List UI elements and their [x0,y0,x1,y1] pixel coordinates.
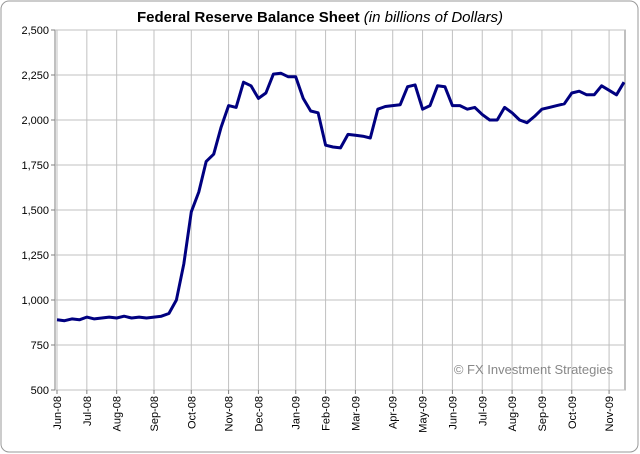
x-tick-label: Oct-08 [186,396,198,429]
y-tick-label: 2,000 [21,115,49,127]
x-tick-label: Oct-09 [567,396,579,429]
y-tick-label: 500 [31,385,49,397]
x-tick-label: May-09 [418,396,430,433]
y-tick-label: 1,000 [21,295,49,307]
y-tick-label: 1,500 [21,205,49,217]
x-tick-label: Aug-09 [507,396,519,431]
subtitle: (in billions of Dollars) [364,9,503,26]
x-tick-label: Dec-08 [253,396,265,431]
x-tick-label: Jan-09 [291,396,303,430]
x-tick-label: Jul-09 [477,396,489,426]
y-tick-label: 1,750 [21,160,49,172]
x-tick-label: Feb-09 [321,396,333,431]
x-tick-label: Nov-09 [604,396,616,431]
x-tick-label: Sep-08 [149,396,161,431]
x-tick-label: Jun-09 [447,396,459,430]
x-tick-label: Mar-09 [350,396,362,431]
annotation: © FX Investment Strategies [454,362,614,377]
data-line [56,71,626,323]
y-tick-label: 2,500 [21,25,49,37]
x-tick-label: Aug-08 [112,396,124,431]
chart-title: Federal Reserve Balance Sheet (in billio… [137,9,503,26]
x-tick-label: Jul-08 [82,396,94,426]
x-tick-label: Nov-08 [224,396,236,431]
title: Federal Reserve Balance Sheet [137,9,360,26]
x-tick-label: Jun-08 [52,396,64,430]
y-tick-label: 750 [31,340,49,352]
x-tick-label: Apr-09 [388,396,400,429]
y-tick-label: 1,250 [21,250,49,262]
y-tick-label: 2,250 [21,70,49,82]
x-tick-label: Sep-09 [537,396,549,431]
